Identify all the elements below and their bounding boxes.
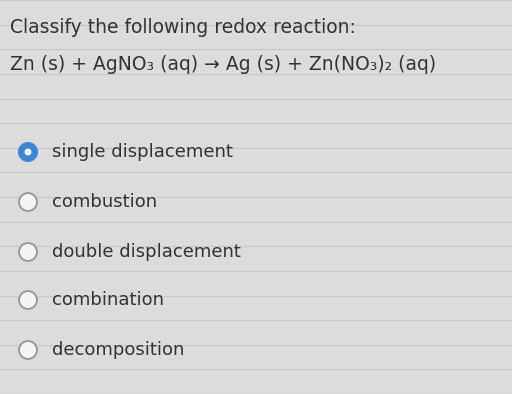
Text: Classify the following redox reaction:: Classify the following redox reaction: (10, 18, 356, 37)
Circle shape (19, 193, 37, 211)
Text: double displacement: double displacement (52, 243, 241, 261)
Circle shape (19, 243, 37, 261)
Circle shape (19, 143, 37, 161)
Text: combustion: combustion (52, 193, 157, 211)
Circle shape (25, 149, 31, 155)
Text: decomposition: decomposition (52, 341, 184, 359)
Text: single displacement: single displacement (52, 143, 233, 161)
Text: Zn (s) + AgNO₃ (aq) → Ag (s) + Zn(NO₃)₂ (aq): Zn (s) + AgNO₃ (aq) → Ag (s) + Zn(NO₃)₂ … (10, 55, 436, 74)
Circle shape (19, 291, 37, 309)
Circle shape (19, 341, 37, 359)
Text: combination: combination (52, 291, 164, 309)
